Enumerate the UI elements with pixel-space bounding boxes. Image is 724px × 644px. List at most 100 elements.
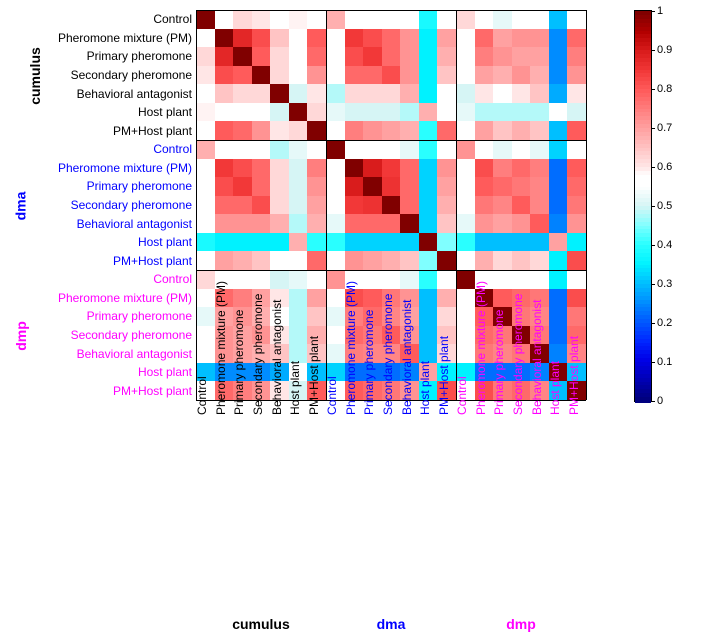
heatmap-cell <box>326 84 345 103</box>
heatmap-cell <box>530 103 549 122</box>
heatmap-cell <box>252 270 271 289</box>
heatmap-cell <box>363 214 382 233</box>
heatmap-cell <box>196 289 215 308</box>
heatmap-cell <box>419 29 438 48</box>
heatmap-cell <box>549 177 568 196</box>
colorbar: 00.10.20.30.40.50.60.70.80.91 <box>634 10 652 402</box>
heatmap-cell <box>567 140 586 159</box>
heatmap-cell <box>345 251 364 270</box>
heatmap-cell <box>493 84 512 103</box>
x-group-label: dmp <box>481 616 561 632</box>
heatmap-cell <box>567 307 586 326</box>
heatmap-cell <box>233 270 252 289</box>
heatmap-cell <box>233 47 252 66</box>
heatmap-cell <box>475 251 494 270</box>
heatmap-cell <box>215 177 234 196</box>
heatmap-cell <box>512 10 531 29</box>
heatmap-cell <box>456 196 475 215</box>
heatmap-cell <box>567 159 586 178</box>
colorbar-tick <box>651 128 655 129</box>
y-axis-label: PM+Host plant <box>113 254 192 268</box>
heatmap-cell <box>326 66 345 85</box>
heatmap-cell <box>363 233 382 252</box>
heatmap-cell <box>437 47 456 66</box>
heatmap-cell <box>252 140 271 159</box>
heatmap-cell <box>233 289 252 308</box>
heatmap-cell <box>233 84 252 103</box>
y-group-label: cumulus <box>27 47 43 105</box>
heatmap-cell <box>233 159 252 178</box>
heatmap-cell <box>345 29 364 48</box>
colorbar-tick <box>651 206 655 207</box>
y-group-label: dmp <box>13 321 29 351</box>
grid-line <box>586 10 588 400</box>
heatmap-cell <box>549 103 568 122</box>
heatmap-cell <box>437 66 456 85</box>
heatmap-cell <box>512 251 531 270</box>
heatmap-cell <box>270 177 289 196</box>
heatmap-cell <box>345 196 364 215</box>
heatmap-cell <box>437 103 456 122</box>
heatmap-cell <box>196 103 215 122</box>
heatmap-cell <box>456 307 475 326</box>
heatmap-cell <box>419 307 438 326</box>
heatmap-cell <box>307 270 326 289</box>
heatmap-cell <box>456 10 475 29</box>
colorbar-ticklabel: 0.2 <box>657 317 672 329</box>
heatmap-cell <box>196 140 215 159</box>
heatmap-cell <box>530 121 549 140</box>
heatmap-cell <box>567 29 586 48</box>
heatmap-cell <box>437 177 456 196</box>
heatmap-cell <box>512 140 531 159</box>
heatmap-cell <box>456 233 475 252</box>
heatmap-cell <box>493 233 512 252</box>
heatmap-cell <box>567 270 586 289</box>
heatmap-cell <box>270 140 289 159</box>
heatmap-cell <box>419 84 438 103</box>
heatmap-cell <box>326 233 345 252</box>
heatmap-cell <box>456 214 475 233</box>
y-axis-label: Behavioral antagonist <box>77 87 192 101</box>
heatmap-cell <box>400 196 419 215</box>
heatmap-cell <box>233 177 252 196</box>
heatmap-cell <box>252 47 271 66</box>
heatmap-cell <box>196 251 215 270</box>
heatmap-cell <box>252 177 271 196</box>
heatmap-cell <box>215 140 234 159</box>
grid-line <box>196 140 586 142</box>
heatmap-cell <box>363 140 382 159</box>
colorbar-ticklabel: 0.6 <box>657 161 672 173</box>
heatmap-cell <box>475 66 494 85</box>
heatmap-cell <box>215 159 234 178</box>
heatmap-cell <box>289 233 308 252</box>
heatmap-cell <box>512 270 531 289</box>
heatmap-cell <box>475 10 494 29</box>
heatmap-cell <box>475 121 494 140</box>
heatmap-cell <box>419 66 438 85</box>
heatmap-cell <box>289 29 308 48</box>
heatmap-cell <box>437 307 456 326</box>
heatmap-cell <box>233 233 252 252</box>
grid-line <box>326 10 328 400</box>
heatmap-cell <box>363 289 382 308</box>
heatmap-cell <box>345 84 364 103</box>
heatmap-cell <box>215 103 234 122</box>
heatmap-cell <box>363 103 382 122</box>
y-group-label: dma <box>12 192 28 221</box>
heatmap-cell <box>382 84 401 103</box>
heatmap-cell <box>549 270 568 289</box>
heatmap-cell <box>437 29 456 48</box>
heatmap-cell <box>400 159 419 178</box>
heatmap-cell <box>512 47 531 66</box>
heatmap-cell <box>475 177 494 196</box>
grid-line <box>196 10 198 400</box>
colorbar-tick <box>651 50 655 51</box>
heatmap-cell <box>326 214 345 233</box>
heatmap-cell <box>456 103 475 122</box>
heatmap-cell <box>289 66 308 85</box>
grid-line <box>196 270 586 272</box>
y-axis-label: Pheromone mixture (PM) <box>58 161 192 175</box>
heatmap-cell <box>512 196 531 215</box>
heatmap-cell <box>215 251 234 270</box>
heatmap-cell <box>345 103 364 122</box>
